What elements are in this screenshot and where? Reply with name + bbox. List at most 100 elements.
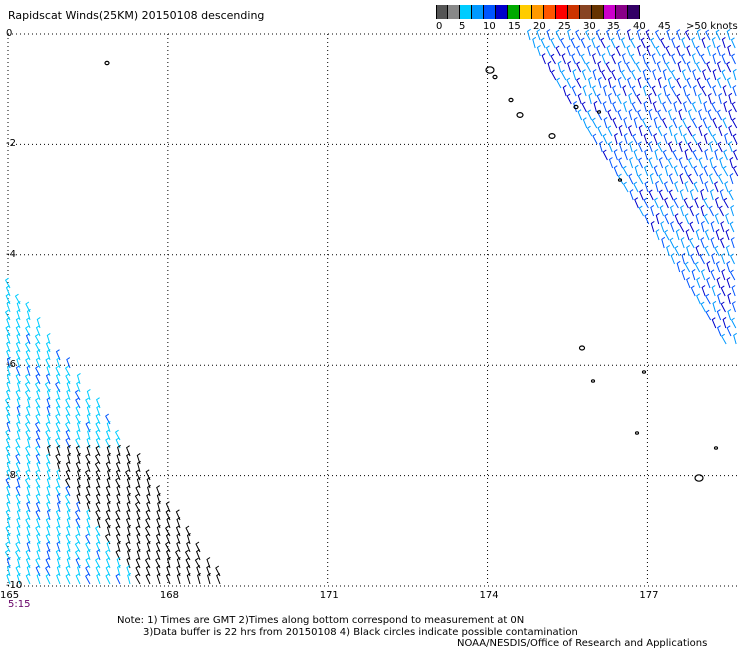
wind-barb <box>667 157 674 169</box>
wind-barb <box>146 476 151 489</box>
wind-barb <box>16 572 21 585</box>
wind-barb <box>15 541 21 553</box>
wind-barb <box>683 197 689 209</box>
wind-barb <box>47 444 51 457</box>
wind-barb <box>55 549 61 561</box>
wind-barb <box>86 388 91 401</box>
wind-barb <box>87 428 91 441</box>
wind-barb <box>555 45 561 57</box>
wind-barb <box>622 165 629 177</box>
wind-barb <box>45 533 51 545</box>
wind-barb <box>715 196 719 209</box>
wind-barb <box>728 92 733 105</box>
wind-barb <box>703 100 708 113</box>
wind-barb <box>35 397 41 409</box>
wind-barb <box>55 453 61 465</box>
wind-barb <box>585 29 591 41</box>
wind-barb <box>718 125 723 137</box>
longitude-tick-label: 168 <box>159 590 179 601</box>
wind-barb <box>670 205 675 217</box>
wind-barb <box>105 565 111 577</box>
wind-barb <box>591 37 596 49</box>
wind-barb <box>681 69 687 81</box>
wind-barb <box>721 253 725 265</box>
wind-barb <box>76 525 81 537</box>
wind-barb <box>722 316 727 329</box>
wind-barb <box>65 477 71 489</box>
wind-barb <box>682 84 687 97</box>
wind-barb <box>16 517 21 529</box>
wind-barb <box>86 476 91 489</box>
wind-barb <box>16 525 21 537</box>
legend-swatch <box>544 5 556 19</box>
wind-barb <box>35 493 41 505</box>
wind-barb <box>116 556 121 569</box>
wind-barb <box>115 461 121 473</box>
wind-barb <box>661 53 666 65</box>
wind-barb <box>717 173 724 185</box>
wind-barb <box>648 141 653 153</box>
wind-barb <box>689 205 695 217</box>
wind-barb <box>701 85 707 97</box>
wind-barb <box>194 557 201 569</box>
wind-barb <box>724 181 729 193</box>
wind-barb <box>673 197 679 209</box>
legend-swatch <box>448 5 460 19</box>
wind-barb <box>730 204 735 217</box>
wind-barb <box>693 181 699 193</box>
wind-barb <box>637 141 643 153</box>
latitude-tick-label: -2 <box>6 138 16 150</box>
wind-barb <box>540 37 546 49</box>
wind-barb <box>666 29 671 41</box>
wind-barb <box>653 197 659 209</box>
wind-barb <box>16 333 21 345</box>
wind-barb <box>146 540 151 553</box>
wind-barb <box>686 93 692 105</box>
wind-barb <box>716 325 722 337</box>
wind-barb <box>659 205 665 217</box>
wind-barb <box>655 180 659 193</box>
wind-barb <box>556 77 562 89</box>
wind-barb <box>686 61 692 73</box>
wind-barb <box>67 444 71 457</box>
wind-barb <box>76 372 81 385</box>
wind-barb <box>34 333 41 345</box>
wind-barb <box>26 460 31 473</box>
wind-barb <box>85 533 91 545</box>
wind-barb <box>683 165 689 177</box>
wind-barb <box>126 509 131 521</box>
wind-barb <box>686 77 692 89</box>
wind-barb <box>532 36 537 49</box>
wind-barb <box>36 517 41 529</box>
wind-barb <box>731 285 736 297</box>
wind-barb <box>710 220 715 233</box>
wind-barb <box>632 133 638 145</box>
wind-barb <box>26 484 31 497</box>
wind-barb <box>25 549 31 561</box>
wind-barb <box>667 76 672 89</box>
wind-barb <box>721 36 726 49</box>
wind-barb <box>136 541 141 553</box>
wind-barb <box>665 45 671 57</box>
wind-barb <box>726 277 731 289</box>
wind-barb <box>85 493 91 505</box>
wind-barb <box>46 397 51 409</box>
wind-barb <box>665 61 672 73</box>
wind-barb <box>55 413 61 425</box>
wind-barb <box>6 532 11 545</box>
wind-barb <box>726 61 732 73</box>
longitude-tick-label: 174 <box>479 590 499 601</box>
wind-barb <box>633 181 639 193</box>
wind-barb <box>691 117 698 129</box>
wind-barb <box>714 181 719 193</box>
wind-barb <box>115 525 121 537</box>
wind-barb <box>720 221 725 233</box>
wind-barb <box>95 469 101 481</box>
legend-swatch <box>604 5 616 19</box>
wind-barb <box>25 301 31 313</box>
latitude-tick-label: -6 <box>6 359 16 371</box>
legend-swatch <box>460 5 472 19</box>
wind-barb <box>582 117 588 129</box>
wind-barb <box>703 197 709 209</box>
wind-barb <box>592 68 597 81</box>
